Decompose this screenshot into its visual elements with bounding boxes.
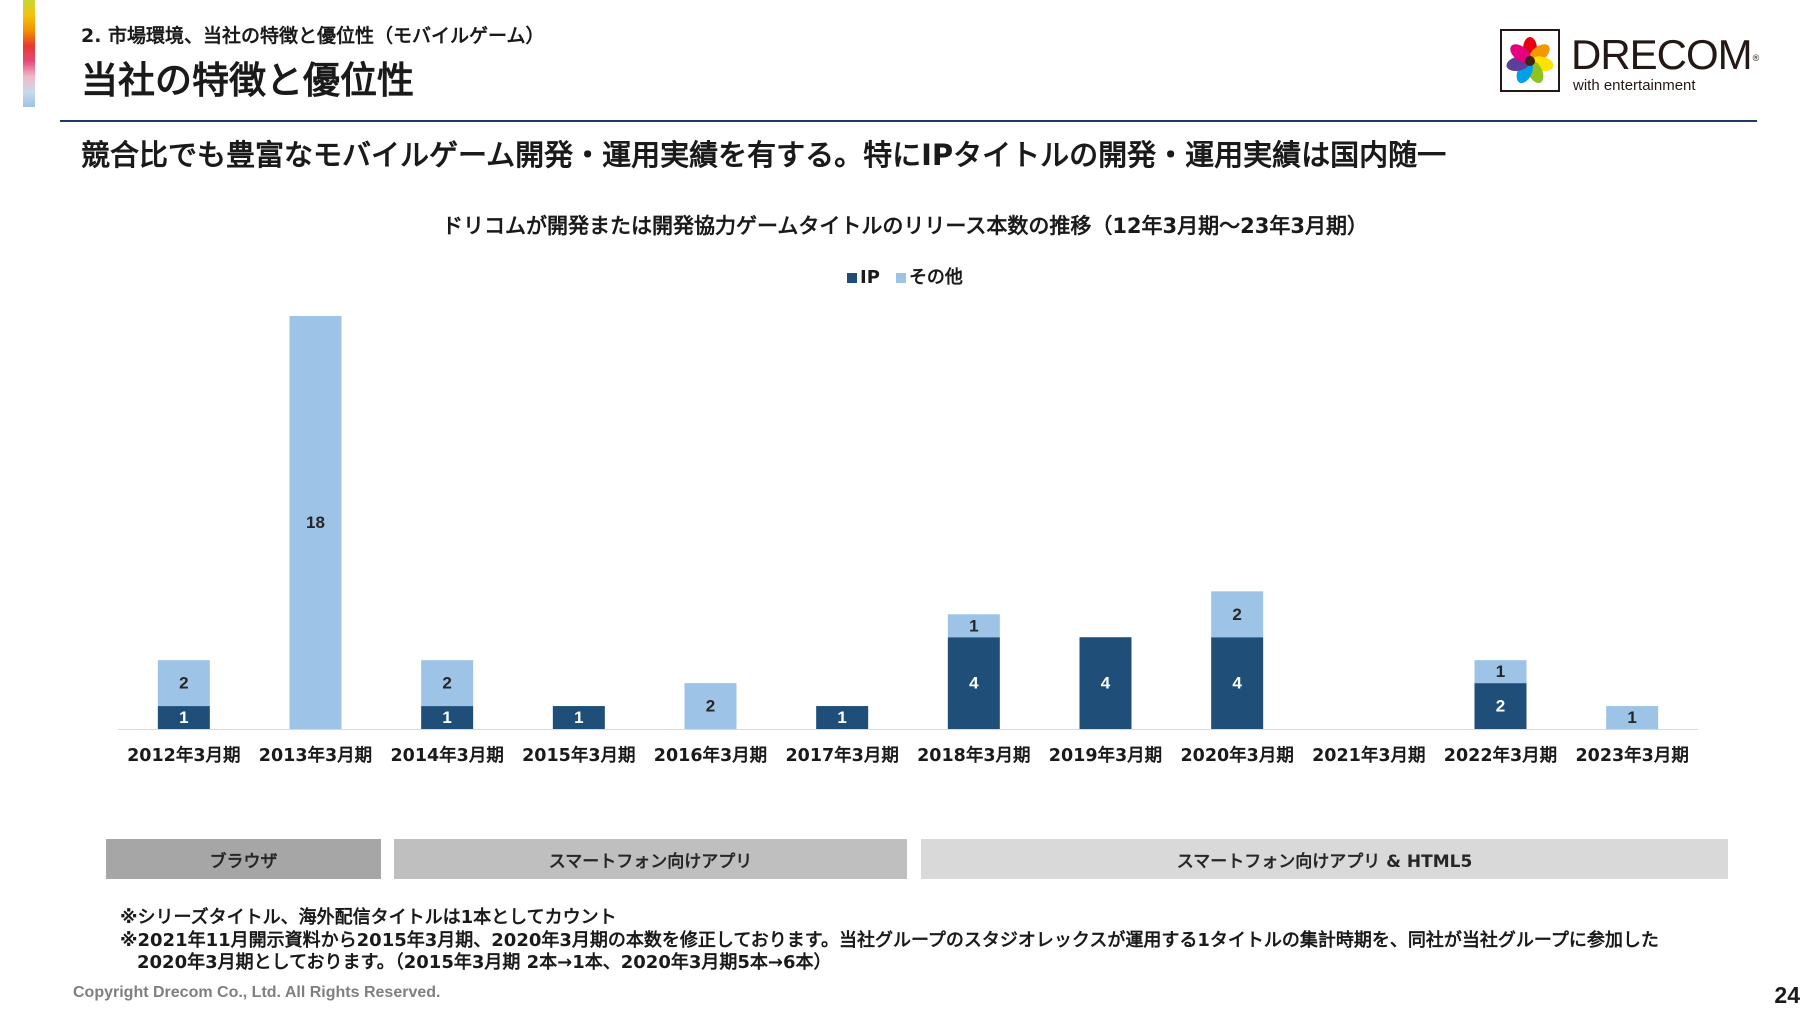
data-label: 1 — [442, 708, 451, 727]
header-rule — [60, 120, 1757, 122]
data-label: 2 — [179, 674, 188, 693]
x-tick-label: 2021年3月期 — [1312, 745, 1425, 766]
registered-mark: ® — [1752, 53, 1760, 63]
other-bar-segment — [1211, 591, 1264, 638]
x-tick-label: 2016年3月期 — [654, 745, 767, 766]
other-bar-segment — [1606, 706, 1659, 729]
logo-wordmark: DRECOM® — [1571, 34, 1759, 76]
copyright: Copyright Drecom Co., Ltd. All Rights Re… — [73, 984, 441, 1001]
drecom-flower-logo-icon — [1500, 29, 1560, 92]
x-tick-label: 2022年3月期 — [1444, 745, 1557, 766]
ip-bar-segment — [1474, 683, 1527, 729]
logo-flower-center — [1525, 56, 1535, 66]
platform-band-smartphone-app: スマートフォン向けアプリ — [394, 839, 907, 879]
x-tick-label: 2015年3月期 — [522, 745, 635, 766]
footnote: ※シリーズタイトル、海外配信タイトルは1本としてカウント — [120, 907, 617, 928]
logo-tagline: with entertainment — [1573, 77, 1696, 94]
data-label: 1 — [179, 708, 188, 727]
platform-band-smartphone-app-html5: スマートフォン向けアプリ & HTML5 — [921, 839, 1728, 879]
x-tick-label: 2013年3月期 — [259, 745, 372, 766]
ip-bar-segment — [157, 706, 210, 729]
section-label: 2. 市場環境、当社の特徴と優位性（モバイルゲーム） — [81, 25, 545, 47]
data-label: 4 — [1232, 674, 1242, 693]
legend-item-other: その他 — [895, 267, 963, 289]
other-bar-segment — [947, 614, 1000, 638]
other-bar-segment — [684, 683, 737, 729]
footnote: ※2021年11月開示資料から2015年3月期、2020年3月期の本数を修正して… — [120, 930, 1659, 951]
other-bar-segment — [157, 660, 210, 707]
release-count-chart: 1 2 2012年3月期 18 2013年3月期 1 2 2014年3月期 1 2015年3月期 2… — [118, 316, 1698, 766]
x-tick-label: 2023年3月期 — [1575, 745, 1688, 766]
legend-item-ip: IP — [847, 267, 880, 289]
ip-bar-segment — [421, 706, 474, 729]
chart-title: ドリコムが開発または開発協力ゲームタイトルのリリース本数の推移（12年3月期～2… — [442, 214, 1368, 238]
other-bar-segment — [421, 660, 474, 707]
x-tick-label: 2020年3月期 — [1180, 745, 1293, 766]
x-tick-label: 2018年3月期 — [917, 745, 1030, 766]
other-bar-segment — [289, 316, 342, 729]
data-label: 2 — [1232, 605, 1241, 624]
legend-label-ip: IP — [860, 267, 880, 288]
ip-bar-segment — [1211, 637, 1264, 729]
data-label: 4 — [969, 674, 979, 693]
chart-legend: IP その他 — [0, 267, 1810, 289]
x-tick-label: 2014年3月期 — [390, 745, 503, 766]
data-label: 2 — [442, 674, 451, 693]
platform-band-browser: ブラウザ — [106, 839, 381, 879]
footnote-continuation: 2020年3月期としております。（2015年3月期 2本→1本、2020年3月期… — [137, 952, 832, 973]
data-label: 2 — [1496, 697, 1505, 716]
page-title: 当社の特徴と優位性 — [81, 59, 414, 102]
logo-wordmark-text: DRECOM — [1571, 31, 1753, 78]
headline: 競合比でも豊富なモバイルゲーム開発・運用実績を有する。特にIPタイトルの開発・運… — [81, 138, 1447, 172]
x-tick-label: 2012年3月期 — [127, 745, 240, 766]
data-label: 1 — [969, 616, 978, 635]
page-number: 24 — [1774, 982, 1800, 1008]
ip-bar-segment — [947, 637, 1000, 729]
other-bar-segment — [1474, 660, 1527, 684]
ip-bar-segment — [1079, 637, 1132, 729]
legend-swatch-ip — [847, 273, 858, 283]
data-label: 1 — [837, 708, 846, 727]
ip-bar-segment — [552, 706, 605, 729]
x-tick-label: 2017年3月期 — [785, 745, 898, 766]
legend-label-other: その他 — [908, 267, 963, 288]
data-label: 18 — [306, 513, 325, 532]
logo-petal — [1510, 44, 1531, 63]
data-label: 1 — [574, 708, 583, 727]
ip-bar-segment — [816, 706, 869, 729]
data-label: 1 — [1627, 708, 1636, 727]
data-label: 2 — [706, 697, 715, 716]
data-label: 1 — [1496, 662, 1505, 681]
logo-flower — [1506, 37, 1554, 84]
data-label: 4 — [1101, 674, 1111, 693]
legend-swatch-other — [895, 273, 906, 283]
accent-color-strip — [23, 0, 35, 107]
x-tick-label: 2019年3月期 — [1049, 745, 1162, 766]
